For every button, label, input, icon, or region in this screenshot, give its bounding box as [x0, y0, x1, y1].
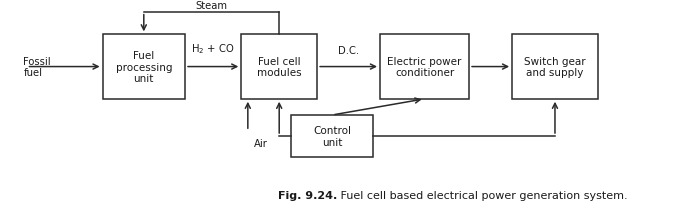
FancyBboxPatch shape [290, 115, 373, 157]
Text: Steam: Steam [195, 1, 228, 11]
Text: Fig. 9.24.: Fig. 9.24. [278, 190, 337, 200]
FancyBboxPatch shape [241, 35, 317, 99]
Text: H$_2$ + CO: H$_2$ + CO [191, 42, 235, 56]
FancyBboxPatch shape [512, 35, 598, 99]
Text: D.C.: D.C. [338, 46, 359, 56]
FancyBboxPatch shape [380, 35, 469, 99]
Text: Air: Air [254, 138, 268, 148]
Text: Fuel
processing
unit: Fuel processing unit [115, 51, 172, 84]
FancyBboxPatch shape [102, 35, 185, 99]
Text: Switch gear
and supply: Switch gear and supply [524, 56, 586, 78]
Text: Fuel cell based electrical power generation system.: Fuel cell based electrical power generat… [337, 190, 627, 200]
Text: Fuel cell
modules: Fuel cell modules [257, 56, 301, 78]
Text: Control
unit: Control unit [313, 126, 351, 147]
Text: Electric power
conditioner: Electric power conditioner [388, 56, 462, 78]
Text: Fossil
fuel: Fossil fuel [23, 56, 51, 78]
